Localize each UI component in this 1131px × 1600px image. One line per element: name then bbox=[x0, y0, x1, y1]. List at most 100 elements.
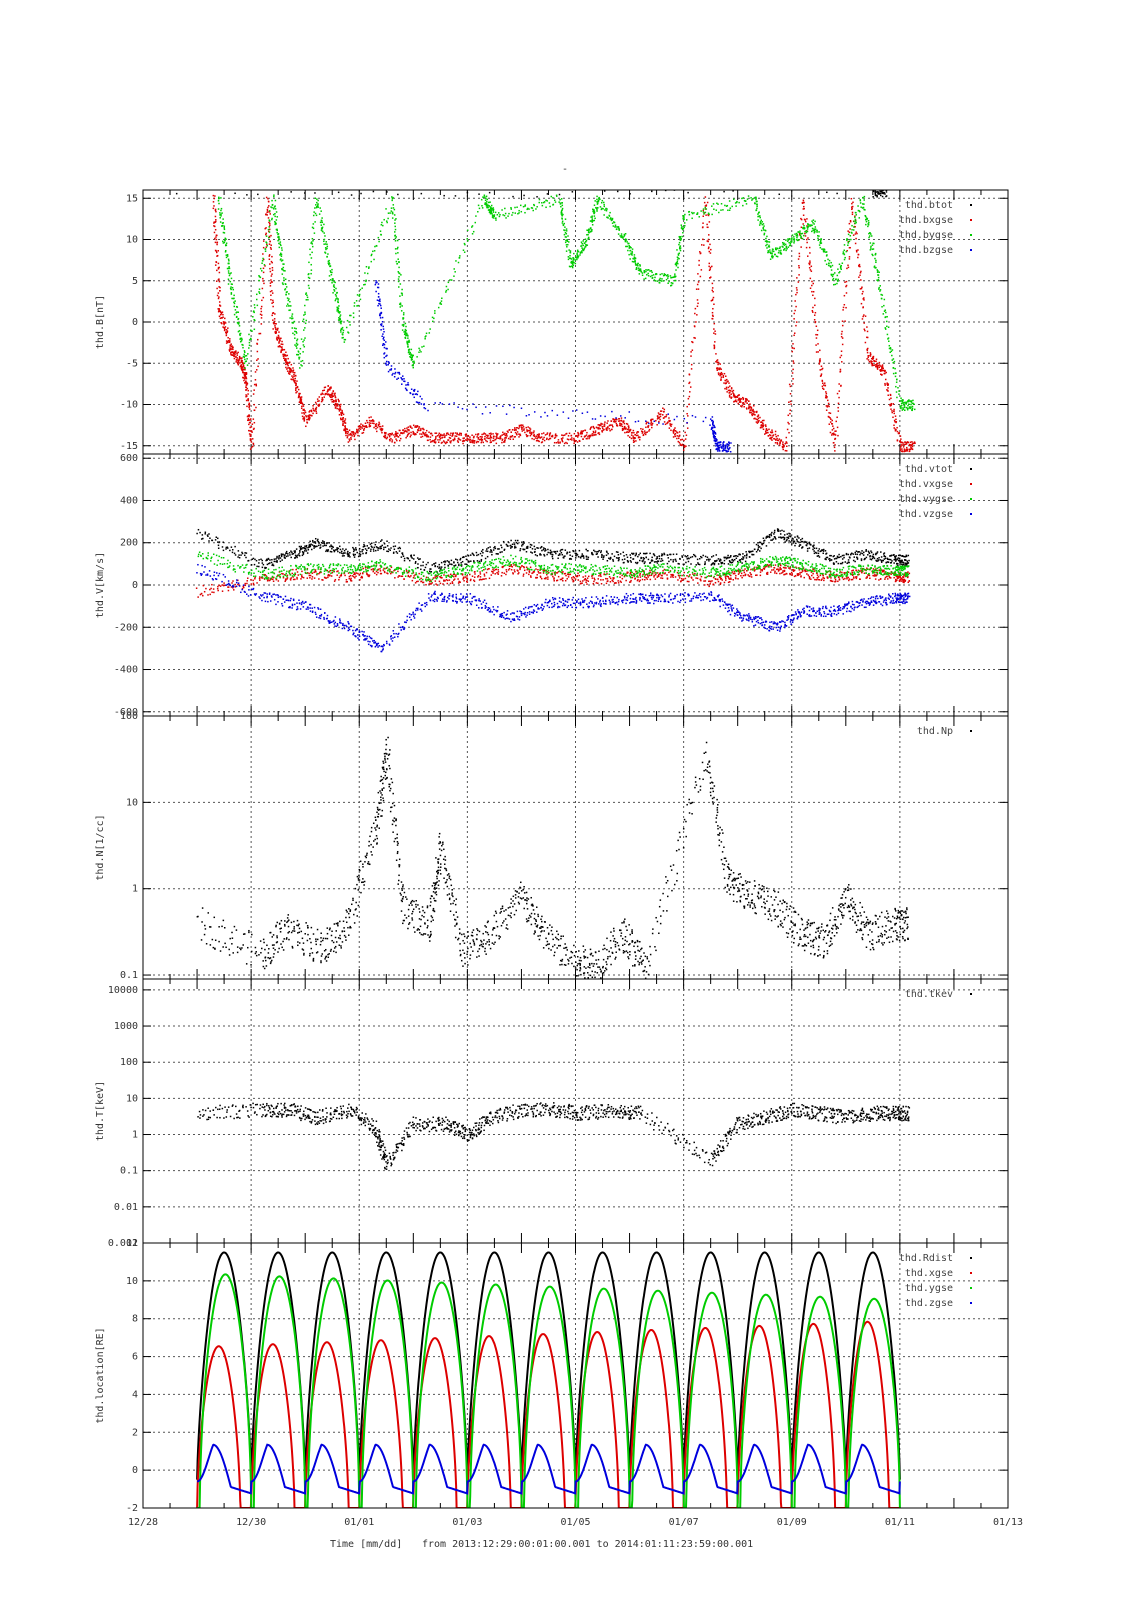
data-point bbox=[526, 429, 528, 431]
panel-1: -15-10-5051015thd.B[nT]thd.btotthd.bxgse… bbox=[95, 187, 1009, 455]
data-point bbox=[561, 439, 564, 442]
data-point bbox=[360, 192, 362, 195]
data-point bbox=[725, 450, 728, 452]
data-point bbox=[838, 271, 840, 274]
data-point bbox=[568, 257, 571, 259]
data-point bbox=[811, 220, 813, 222]
data-point bbox=[221, 311, 224, 313]
data-point bbox=[713, 347, 716, 350]
data-point bbox=[759, 221, 762, 223]
data-point bbox=[845, 280, 848, 283]
data-point bbox=[314, 192, 316, 194]
data-point bbox=[707, 212, 710, 215]
data-point bbox=[431, 187, 433, 189]
data-point bbox=[525, 433, 528, 436]
data-point bbox=[342, 413, 345, 416]
data-point bbox=[883, 372, 886, 375]
data-point bbox=[688, 381, 691, 384]
data-point bbox=[729, 450, 732, 453]
data-point bbox=[398, 371, 401, 374]
data-point bbox=[851, 205, 854, 208]
data-point bbox=[800, 246, 802, 248]
data-point bbox=[247, 415, 249, 417]
data-point bbox=[222, 549, 225, 552]
data-point bbox=[693, 336, 695, 339]
data-point bbox=[746, 399, 748, 401]
data-point bbox=[483, 194, 486, 197]
data-point bbox=[320, 400, 323, 403]
data-point bbox=[755, 209, 757, 212]
data-point bbox=[795, 324, 797, 327]
data-point bbox=[750, 406, 753, 409]
data-point bbox=[425, 429, 428, 432]
data-point bbox=[676, 432, 679, 434]
data-point bbox=[381, 335, 383, 338]
data-point bbox=[603, 423, 606, 425]
data-point bbox=[519, 434, 522, 437]
data-point bbox=[361, 427, 363, 429]
data-point bbox=[497, 437, 500, 440]
data-point bbox=[667, 413, 670, 415]
data-point bbox=[510, 207, 512, 209]
data-point bbox=[790, 241, 792, 243]
data-point bbox=[267, 217, 270, 219]
data-point bbox=[909, 441, 912, 444]
data-point bbox=[330, 396, 332, 398]
data-point bbox=[573, 437, 575, 440]
data-point bbox=[480, 438, 482, 441]
data-point bbox=[713, 208, 715, 211]
data-point bbox=[766, 431, 768, 434]
data-point bbox=[385, 432, 387, 435]
data-point bbox=[771, 248, 774, 250]
data-point bbox=[901, 450, 903, 453]
data-point bbox=[651, 190, 653, 193]
data-point bbox=[490, 212, 492, 214]
data-point bbox=[682, 227, 685, 230]
data-point bbox=[674, 429, 677, 432]
data-point bbox=[216, 243, 218, 246]
data-point bbox=[828, 416, 830, 418]
data-point bbox=[287, 357, 289, 360]
data-point bbox=[910, 444, 913, 446]
data-point bbox=[619, 422, 621, 425]
data-point bbox=[214, 209, 217, 212]
data-point bbox=[540, 441, 543, 444]
data-point bbox=[252, 445, 254, 448]
data-point bbox=[493, 439, 495, 442]
data-point bbox=[495, 432, 497, 435]
data-point bbox=[775, 438, 777, 441]
data-point bbox=[625, 245, 627, 248]
data-point bbox=[477, 436, 480, 439]
data-point bbox=[314, 401, 317, 404]
data-point bbox=[586, 244, 589, 246]
data-point bbox=[636, 263, 638, 266]
data-point bbox=[717, 446, 719, 448]
data-point bbox=[423, 403, 425, 406]
data-point bbox=[790, 238, 793, 240]
data-point bbox=[729, 390, 732, 392]
data-point bbox=[394, 225, 396, 228]
data-point bbox=[562, 437, 564, 439]
data-point bbox=[782, 246, 784, 248]
data-point bbox=[311, 237, 314, 240]
data-point bbox=[492, 208, 495, 211]
data-point bbox=[844, 256, 846, 259]
data-point bbox=[265, 232, 267, 235]
data-point bbox=[832, 279, 834, 281]
data-point bbox=[765, 432, 768, 434]
data-point bbox=[421, 435, 424, 438]
data-point bbox=[590, 427, 592, 429]
data-point bbox=[240, 340, 243, 342]
data-point bbox=[271, 261, 273, 264]
data-point bbox=[881, 369, 883, 372]
data-point bbox=[268, 210, 271, 213]
data-point bbox=[912, 442, 915, 445]
data-point bbox=[898, 432, 900, 435]
data-point bbox=[892, 403, 895, 405]
data-point bbox=[344, 429, 347, 432]
legend-marker bbox=[970, 204, 972, 206]
data-point bbox=[495, 217, 497, 219]
data-point bbox=[777, 252, 780, 254]
data-point bbox=[743, 405, 745, 408]
data-point bbox=[467, 434, 469, 437]
